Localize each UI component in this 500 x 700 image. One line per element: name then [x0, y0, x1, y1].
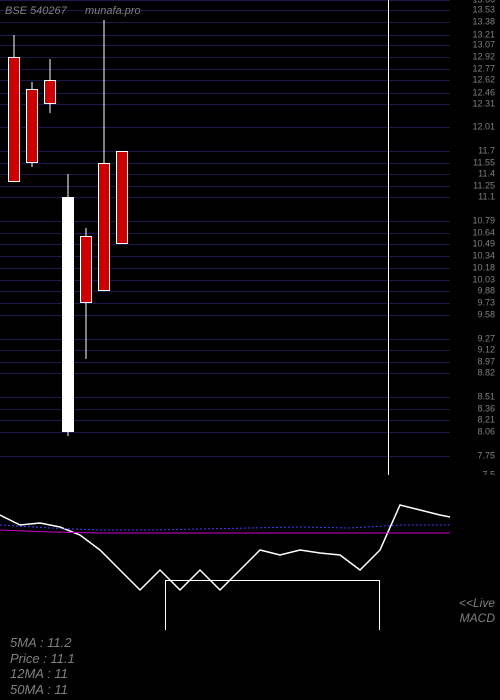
grid-line — [0, 163, 450, 164]
y-tick-label: 12.62 — [472, 76, 495, 85]
candle-body — [44, 80, 56, 104]
macd-label: MACD — [460, 611, 495, 625]
grid-line — [0, 45, 450, 46]
y-tick-label: 13.53 — [472, 6, 495, 15]
y-tick-label: 13.21 — [472, 30, 495, 39]
grid-line — [0, 127, 450, 128]
y-tick-label: 8.36 — [477, 404, 495, 413]
y-tick-label: 11.25 — [473, 181, 495, 190]
y-tick-label: 9.27 — [477, 334, 495, 343]
y-tick-label: 9.12 — [477, 346, 495, 355]
candle-body — [98, 163, 110, 292]
candle-body — [8, 57, 20, 182]
candle-body — [80, 236, 92, 303]
y-tick-label: 9.73 — [477, 299, 495, 308]
y-tick-label: 13.07 — [472, 41, 495, 50]
grid-line — [0, 22, 450, 23]
live-label: <<Live — [459, 596, 495, 610]
y-tick-label: 11.1 — [478, 193, 495, 202]
ma12-text: 12MA : 11 — [10, 666, 490, 682]
grid-line — [0, 10, 450, 11]
y-tick-label: 8.97 — [477, 357, 495, 366]
y-tick-label: 12.31 — [472, 100, 495, 109]
source-label: munafa.pro — [85, 5, 141, 17]
candle-body — [116, 151, 128, 244]
y-tick-label: 10.64 — [472, 228, 495, 237]
y-tick-label: 7.75 — [477, 451, 495, 460]
grid-line — [0, 57, 450, 58]
grid-line — [0, 0, 450, 1]
info-panel: 5MA : 11.2 Price : 11.1 12MA : 11 50MA :… — [0, 630, 500, 700]
y-tick-label: 8.51 — [477, 393, 495, 402]
candle-body — [26, 89, 38, 162]
chart-container: 13.6613.5313.3813.2113.0712.9212.7712.62… — [0, 0, 500, 700]
y-tick-label: 9.58 — [477, 310, 495, 319]
y-tick-label: 10.34 — [472, 252, 495, 261]
grid-line — [0, 93, 450, 94]
y-tick-label: 11.7 — [478, 147, 495, 156]
main-candlestick-chart: 13.6613.5313.3813.2113.0712.9212.7712.62… — [0, 0, 500, 475]
indicator-line — [0, 505, 450, 590]
y-tick-label: 11.55 — [473, 158, 495, 167]
y-tick-label: 12.77 — [472, 64, 495, 73]
macd-indicator-panel: <<Live MACD — [0, 475, 500, 630]
y-tick-label: 9.88 — [477, 287, 495, 296]
y-tick-label: 8.06 — [477, 427, 495, 436]
y-tick-label: 11.4 — [478, 170, 495, 179]
grid-line — [0, 151, 450, 152]
grid-line — [0, 69, 450, 70]
y-tick-label: 10.49 — [472, 240, 495, 249]
grid-line — [0, 35, 450, 36]
y-tick-label: 8.21 — [477, 416, 495, 425]
indicator-box — [165, 580, 380, 635]
candle-body — [62, 197, 74, 431]
y-tick-label: 12.01 — [472, 123, 495, 132]
grid-line — [0, 104, 450, 105]
price-text: Price : 11.1 — [10, 651, 490, 667]
y-tick-label: 10.79 — [472, 217, 495, 226]
y-tick-label: 10.03 — [472, 275, 495, 284]
y-tick-label: 8.82 — [477, 369, 495, 378]
ma5-text: 5MA : 11.2 — [10, 635, 490, 651]
ma50-text: 50MA : 11 — [10, 682, 490, 698]
grid-line — [0, 456, 450, 457]
ticker-label: BSE 540267 — [5, 5, 67, 17]
y-tick-label: 12.46 — [472, 88, 495, 97]
y-tick-label: 13.38 — [472, 17, 495, 26]
y-tick-label: 10.18 — [472, 264, 495, 273]
y-tick-label: 12.92 — [472, 53, 495, 62]
grid-line — [0, 80, 450, 81]
